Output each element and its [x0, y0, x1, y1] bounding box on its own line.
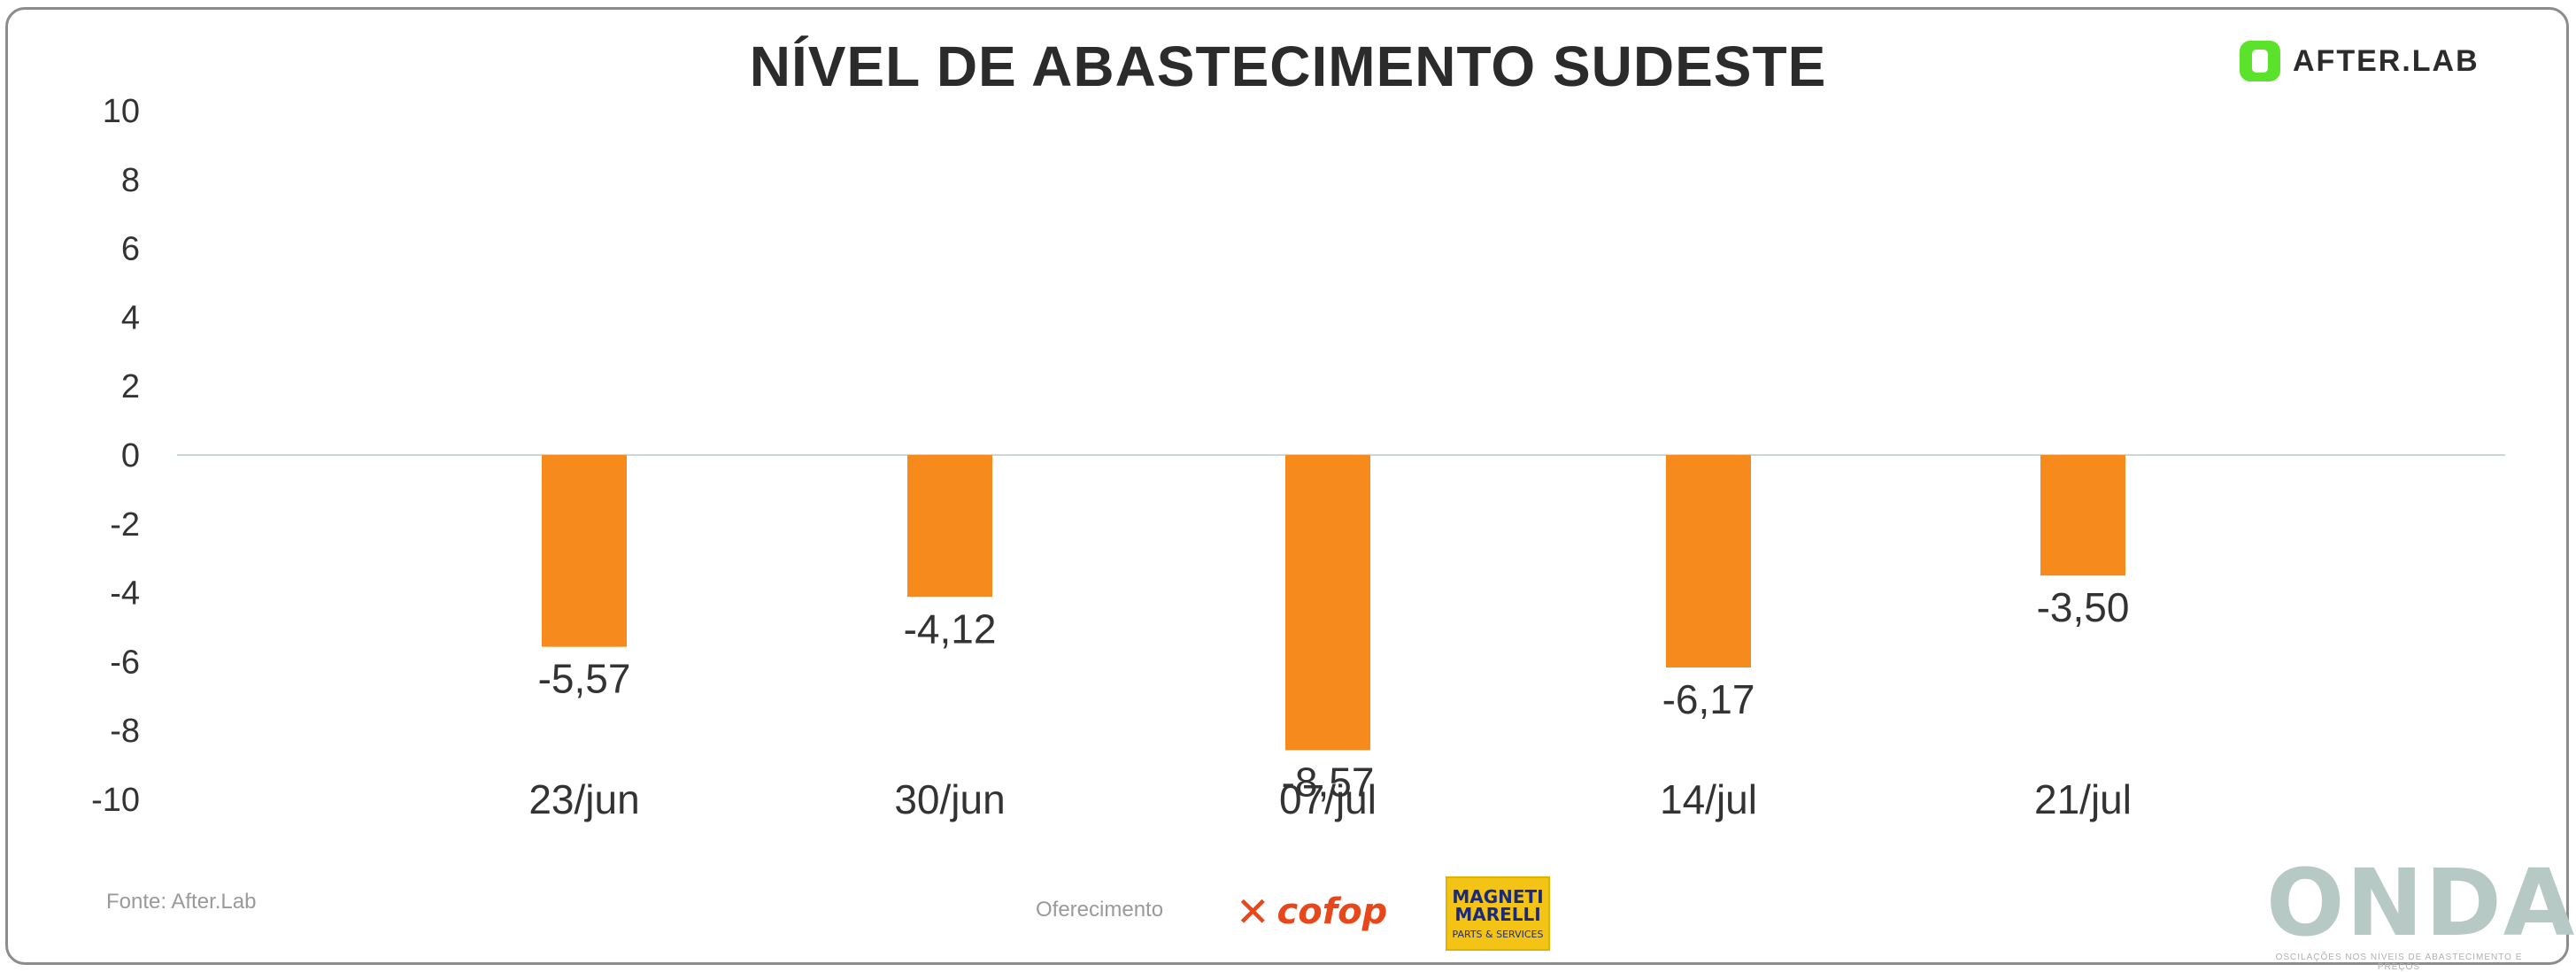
data-label: -5,57: [538, 656, 631, 702]
bar: [542, 455, 627, 647]
x-tick-label: 23/jun: [528, 776, 639, 822]
y-tick-label: 2: [121, 368, 140, 405]
onda-tagline: OSCILAÇÕES NOS NÍVEIS DE ABASTECIMENTO E…: [2275, 953, 2523, 972]
y-tick-label: -4: [110, 575, 140, 613]
brand-logo: AFTER.LAB: [2240, 37, 2480, 85]
y-tick-label: 4: [121, 299, 140, 336]
y-tick-label: 8: [121, 162, 140, 199]
bar: [1285, 455, 1370, 751]
data-label: -6,17: [1662, 676, 1755, 722]
y-tick-label: -2: [110, 506, 140, 544]
x-tick-label: 30/jun: [894, 776, 1005, 822]
bar: [2040, 455, 2125, 576]
data-label: -4,12: [904, 606, 997, 652]
sponsor-label: Oferecimento: [1036, 898, 1164, 922]
onda-wordmark: ONDA: [2266, 849, 2576, 957]
bar: [1666, 455, 1751, 668]
y-tick-label: 6: [121, 231, 140, 268]
brand-name: AFTER.LAB: [2293, 43, 2480, 78]
data-label: -8,57: [1282, 759, 1375, 805]
cofop-logo: ✕ cofop: [1236, 888, 1388, 936]
brand-mark-icon: [2240, 41, 2280, 81]
cofop-wordmark: cofop: [1276, 891, 1388, 932]
y-tick-label: 10: [103, 93, 140, 130]
y-tick-label: -6: [110, 644, 140, 681]
magneti-line3: PARTS & SERVICES: [1452, 928, 1544, 940]
y-tick-label: -8: [110, 713, 140, 750]
magneti-line1: MAGNETI: [1452, 885, 1544, 907]
y-tick-label: -10: [91, 782, 140, 819]
x-tick-label: 14/jul: [1660, 776, 1757, 822]
x-tick-label: 07/jul: [1279, 776, 1377, 822]
data-label: -3,50: [2037, 584, 2130, 630]
source-note: Fonte: After.Lab: [106, 890, 257, 914]
onda-logo: ONDA OSCILAÇÕES NOS NÍVEIS DE ABASTECIME…: [2266, 849, 2576, 972]
bar: [907, 455, 992, 598]
bar-chart: 10 8 6 4 2 0 -2 -4 -6 -8 -10 -5,57 23/jun -4,12 30/jun…: [91, 93, 2505, 822]
magneti-line2: MARELLI: [1454, 903, 1541, 925]
magneti-marelli-logo: MAGNETI MARELLI PARTS & SERVICES: [1446, 876, 1550, 951]
y-tick-label: 0: [121, 437, 140, 474]
cofop-mark-icon: ✕: [1236, 888, 1270, 936]
x-tick-label: 21/jul: [2034, 776, 2132, 822]
chart-title: NÍVEL DE ABASTECIMENTO SUDESTE: [749, 35, 1827, 98]
